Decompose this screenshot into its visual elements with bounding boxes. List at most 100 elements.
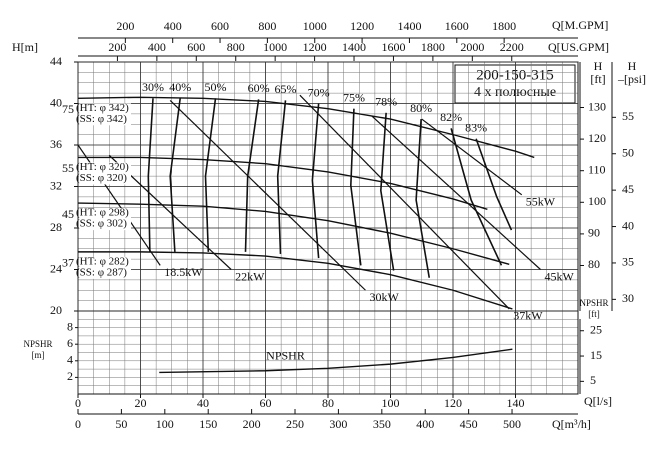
efficiency-curve bbox=[147, 98, 154, 252]
x-tick-label: 20 bbox=[135, 396, 147, 410]
label-backdrop bbox=[79, 208, 131, 231]
y2-tick-label: 15 bbox=[590, 348, 602, 362]
series-label: (HT: φ 298) bbox=[76, 207, 129, 219]
y-tick-label: 44 bbox=[50, 54, 62, 68]
series-label: (SS: φ 302) bbox=[76, 218, 127, 230]
x2-tick-label: 1000 bbox=[303, 19, 327, 33]
y-tick-label: 20 bbox=[50, 303, 62, 317]
y-tick-label: 36 bbox=[50, 137, 62, 151]
x2-tick-label: 1400 bbox=[397, 19, 421, 33]
x2-tick-label: 2200 bbox=[500, 40, 524, 54]
x2-tick-label: 50 bbox=[115, 417, 127, 431]
y2-tick-label: 25 bbox=[590, 322, 602, 336]
efficiency-curve bbox=[169, 98, 181, 252]
efficiency-curve bbox=[415, 119, 431, 278]
x2-tick-label: 500 bbox=[503, 417, 521, 431]
series-label: (HT: φ 282) bbox=[76, 255, 129, 267]
label-backdrop bbox=[79, 162, 131, 185]
series-label: (HT: φ 320) bbox=[76, 161, 129, 173]
npshr-curve bbox=[159, 348, 513, 374]
npshr-tick-label: 4 bbox=[67, 353, 73, 367]
npshr-axis-label: [m] bbox=[32, 350, 45, 360]
x2-tick-label: 400 bbox=[416, 417, 434, 431]
efficiency-label: 50% bbox=[205, 80, 227, 94]
series-name: 45 bbox=[62, 207, 74, 221]
y2-axis-label: [ft] bbox=[590, 72, 605, 86]
x-tick-label: 0 bbox=[75, 396, 81, 410]
y2-tick-label: 80 bbox=[588, 257, 600, 271]
y-tick-label: 32 bbox=[50, 178, 62, 192]
x2-tick-label: 1800 bbox=[492, 19, 516, 33]
x2-tick-label: 1400 bbox=[342, 40, 366, 54]
x2-tick-label: 1200 bbox=[303, 40, 327, 54]
efficiency-label: 78% bbox=[375, 95, 397, 109]
series-label: (HT: φ 342) bbox=[76, 102, 129, 114]
efficiency-label: 83% bbox=[465, 121, 487, 135]
efficiency-curve bbox=[244, 99, 260, 252]
power-label: 55kW bbox=[526, 195, 556, 209]
x2-tick-label: 600 bbox=[187, 40, 205, 54]
title-box bbox=[454, 64, 576, 104]
x2-tick-label: 600 bbox=[211, 19, 229, 33]
y2-tick-label: 50 bbox=[622, 145, 634, 159]
x2-axis-label: Q[M.GPM] bbox=[552, 18, 608, 32]
x2-tick-label: 300 bbox=[329, 417, 347, 431]
y2-tick-label: 30 bbox=[622, 291, 634, 305]
npshr-ft-label: [ft] bbox=[588, 309, 600, 319]
y2-tick-label: 45 bbox=[622, 182, 634, 196]
y2-axis-label: –[psi] bbox=[617, 72, 646, 86]
x2-tick-label: 1200 bbox=[350, 19, 374, 33]
y2-tick-label: 35 bbox=[622, 255, 634, 269]
x2-tick-label: 400 bbox=[164, 19, 182, 33]
power-line bbox=[169, 99, 366, 291]
npshr-ft-label: NPSHR bbox=[579, 298, 608, 308]
x2-tick-label: 800 bbox=[258, 19, 276, 33]
y2-tick-label: 110 bbox=[588, 162, 606, 176]
efficiency-curve bbox=[276, 100, 287, 254]
y-tick-label: 24 bbox=[50, 261, 62, 275]
x2-tick-label: 1800 bbox=[421, 40, 445, 54]
y2-tick-label: 90 bbox=[588, 226, 600, 240]
head-curve bbox=[77, 96, 535, 159]
x2-tick-label: 100 bbox=[156, 417, 174, 431]
npshr-tick-label: 8 bbox=[67, 319, 73, 333]
y-axis-label: H[m] bbox=[12, 40, 38, 54]
y2-tick-label: 100 bbox=[588, 194, 606, 208]
series-name: 75 bbox=[62, 102, 74, 116]
y2-tick-label: 130 bbox=[588, 99, 606, 113]
label-backdrop bbox=[79, 256, 131, 279]
efficiency-curve bbox=[380, 112, 395, 271]
efficiency-label: 40% bbox=[169, 80, 191, 94]
y2-tick-label: 55 bbox=[622, 109, 634, 123]
x2-tick-label: 450 bbox=[460, 417, 478, 431]
power-label: 37kW bbox=[513, 309, 543, 323]
series-label: (SS: φ 287) bbox=[76, 266, 127, 278]
efficiency-curve bbox=[350, 108, 362, 266]
npshr-tick-label: 6 bbox=[67, 336, 73, 350]
efficiency-curve bbox=[204, 98, 217, 252]
chart-title: 200-150-315 bbox=[476, 67, 554, 83]
series-name: 55 bbox=[62, 161, 74, 175]
head-curve bbox=[77, 202, 510, 265]
x2-tick-label: 200 bbox=[108, 40, 126, 54]
x-tick-label: 60 bbox=[260, 396, 272, 410]
npshr-axis-label: NPSHR bbox=[23, 339, 52, 349]
efficiency-label: 82% bbox=[440, 110, 462, 124]
label-backdrop bbox=[79, 103, 131, 126]
efficiency-label: 65% bbox=[275, 82, 297, 96]
efficiency-label: 30% bbox=[142, 80, 164, 94]
power-label: 18.5kW bbox=[164, 265, 203, 279]
efficiency-label: 60% bbox=[248, 81, 270, 95]
x2-axis-label: Q[m³/h] bbox=[552, 417, 591, 431]
head-curve bbox=[78, 251, 513, 310]
y2-axis-label: H bbox=[628, 59, 637, 73]
x2-tick-label: 1600 bbox=[381, 40, 405, 54]
y2-tick-label: 5 bbox=[590, 373, 596, 387]
x2-tick-label: 200 bbox=[116, 19, 134, 33]
series-name: 37 bbox=[62, 256, 74, 270]
x2-tick-label: 2000 bbox=[460, 40, 484, 54]
y2-axis-label: H bbox=[594, 59, 603, 73]
efficiency-label: 70% bbox=[308, 85, 330, 99]
y2-tick-label: 40 bbox=[622, 218, 634, 232]
